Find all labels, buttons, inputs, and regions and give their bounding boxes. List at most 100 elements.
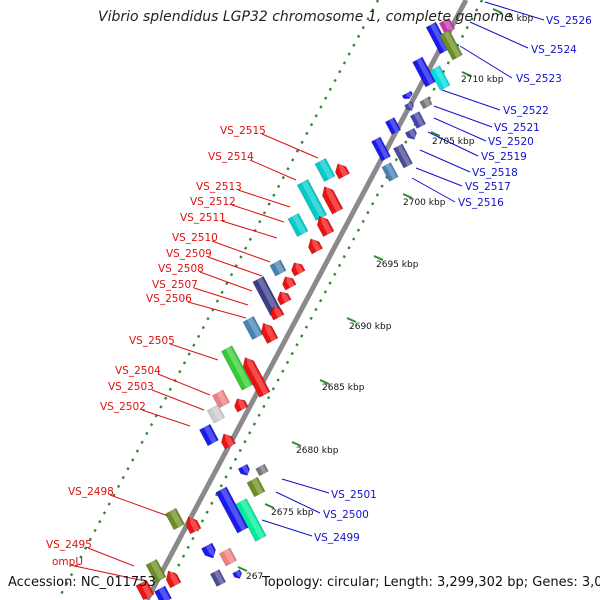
label-vs2495[interactable]: VS_2495 bbox=[46, 539, 92, 551]
label-vs2524[interactable]: VS_2524 bbox=[531, 44, 577, 56]
label-vs2521[interactable]: VS_2521 bbox=[494, 122, 540, 134]
label-vs2518[interactable]: VS_2518 bbox=[472, 167, 518, 179]
callout-line bbox=[199, 271, 253, 292]
gene-highlight bbox=[247, 317, 262, 338]
label-vs2511[interactable]: VS_2511 bbox=[180, 212, 226, 224]
gene-highlight bbox=[429, 22, 449, 52]
gene-feature bbox=[308, 238, 323, 255]
gene-shape bbox=[269, 259, 287, 277]
callout-line bbox=[249, 159, 297, 181]
gene-feature bbox=[335, 163, 350, 180]
gene-highlight bbox=[235, 570, 241, 579]
callout-line bbox=[207, 256, 263, 277]
gene-feature bbox=[322, 185, 344, 215]
gene-shape bbox=[232, 569, 243, 579]
callout-line bbox=[459, 45, 513, 79]
gene-features bbox=[135, 17, 463, 600]
gene-feature bbox=[419, 96, 433, 110]
callout-line bbox=[433, 105, 493, 128]
gene-shape bbox=[308, 238, 323, 255]
label-vs2502[interactable]: VS_2502 bbox=[100, 401, 146, 413]
gene-shape bbox=[154, 585, 172, 600]
label-vs2503[interactable]: VS_2503 bbox=[108, 381, 154, 393]
gene-feature bbox=[287, 212, 309, 238]
gene-feature bbox=[277, 291, 292, 306]
gene-feature bbox=[384, 117, 402, 135]
gene-highlight bbox=[312, 238, 321, 252]
callout-line bbox=[261, 133, 319, 159]
gene-highlight bbox=[413, 112, 425, 127]
gene-highlight bbox=[433, 66, 449, 89]
label-vs2514[interactable]: VS_2514 bbox=[208, 151, 254, 163]
scale-tick bbox=[264, 503, 275, 509]
label-vs2516[interactable]: VS_2516 bbox=[458, 197, 504, 209]
tick-label-2690: 2690 kbp bbox=[349, 322, 392, 332]
gene-feature bbox=[165, 570, 182, 589]
callout-line bbox=[151, 389, 205, 411]
label-ompu[interactable]: ompU bbox=[52, 556, 83, 568]
gene-shape bbox=[220, 345, 254, 391]
gene-highlight bbox=[319, 159, 334, 180]
label-vs2508[interactable]: VS_2508 bbox=[158, 263, 204, 275]
gene-shape bbox=[314, 157, 336, 183]
gene-feature bbox=[255, 463, 269, 477]
gene-shape bbox=[287, 212, 309, 238]
label-vs2509[interactable]: VS_2509 bbox=[166, 248, 212, 260]
gene-highlight bbox=[274, 260, 285, 274]
callout-line bbox=[484, 1, 545, 21]
label-vs2498[interactable]: VS_2498 bbox=[68, 486, 114, 498]
gene-shape bbox=[215, 486, 249, 534]
gene-shape bbox=[404, 127, 417, 140]
gene-highlight bbox=[158, 586, 170, 600]
gene-feature bbox=[282, 276, 297, 291]
accession-text: Accession: NC_011753 bbox=[8, 575, 156, 590]
gene-highlight bbox=[140, 580, 153, 598]
gene-highlight bbox=[205, 543, 215, 558]
label-vs2520[interactable]: VS_2520 bbox=[488, 136, 534, 148]
gene-shape bbox=[316, 215, 335, 238]
gene-highlight bbox=[223, 548, 235, 564]
label-vs2513[interactable]: VS_2513 bbox=[196, 181, 242, 193]
gene-highlight bbox=[416, 57, 434, 85]
scale-tick bbox=[492, 8, 503, 14]
label-vs2507[interactable]: VS_2507 bbox=[152, 279, 198, 291]
gene-highlight bbox=[301, 180, 326, 219]
label-vs2517[interactable]: VS_2517 bbox=[465, 181, 511, 193]
label-vs2515[interactable]: VS_2515 bbox=[220, 125, 266, 137]
callout-line bbox=[237, 189, 291, 208]
backbone-line bbox=[144, 0, 469, 600]
label-vs2522[interactable]: VS_2522 bbox=[503, 105, 549, 117]
label-vs2523[interactable]: VS_2523 bbox=[516, 73, 562, 85]
label-vs2499[interactable]: VS_2499 bbox=[314, 532, 360, 544]
callout-line bbox=[169, 343, 219, 361]
tick-label-2695: 2695 kbp bbox=[376, 260, 419, 270]
gene-highlight bbox=[169, 509, 183, 528]
gene-feature bbox=[404, 127, 417, 140]
gene-feature bbox=[165, 507, 185, 531]
gene-shape bbox=[237, 463, 250, 476]
gene-feature bbox=[185, 516, 202, 535]
gene-highlight bbox=[295, 262, 304, 274]
tick-label-2680: 2680 kbp bbox=[296, 446, 339, 456]
callout-line bbox=[281, 478, 330, 494]
gene-highlight bbox=[405, 91, 412, 99]
label-vs2501[interactable]: VS_2501 bbox=[331, 489, 377, 501]
label-vs2504[interactable]: VS_2504 bbox=[115, 365, 161, 377]
gene-shape bbox=[165, 507, 185, 531]
gene-feature bbox=[269, 259, 287, 277]
label-vs2519[interactable]: VS_2519 bbox=[481, 151, 527, 163]
label-vs2505[interactable]: VS_2505 bbox=[129, 335, 175, 347]
label-vs2506[interactable]: VS_2506 bbox=[146, 293, 192, 305]
label-vs2512[interactable]: VS_2512 bbox=[190, 196, 236, 208]
tick-label-bottom: 267 bbox=[246, 572, 263, 582]
callout-line bbox=[419, 149, 471, 173]
label-vs2510[interactable]: VS_2510 bbox=[172, 232, 218, 244]
callout-line bbox=[211, 240, 271, 263]
label-vs2500[interactable]: VS_2500 bbox=[323, 509, 369, 521]
label-vs2526[interactable]: VS_2526 bbox=[546, 15, 592, 27]
gene-shape bbox=[219, 547, 237, 567]
callout-line bbox=[415, 167, 463, 187]
gene-shape bbox=[246, 476, 266, 498]
gene-shape bbox=[401, 90, 413, 99]
gene-shape bbox=[242, 315, 264, 341]
